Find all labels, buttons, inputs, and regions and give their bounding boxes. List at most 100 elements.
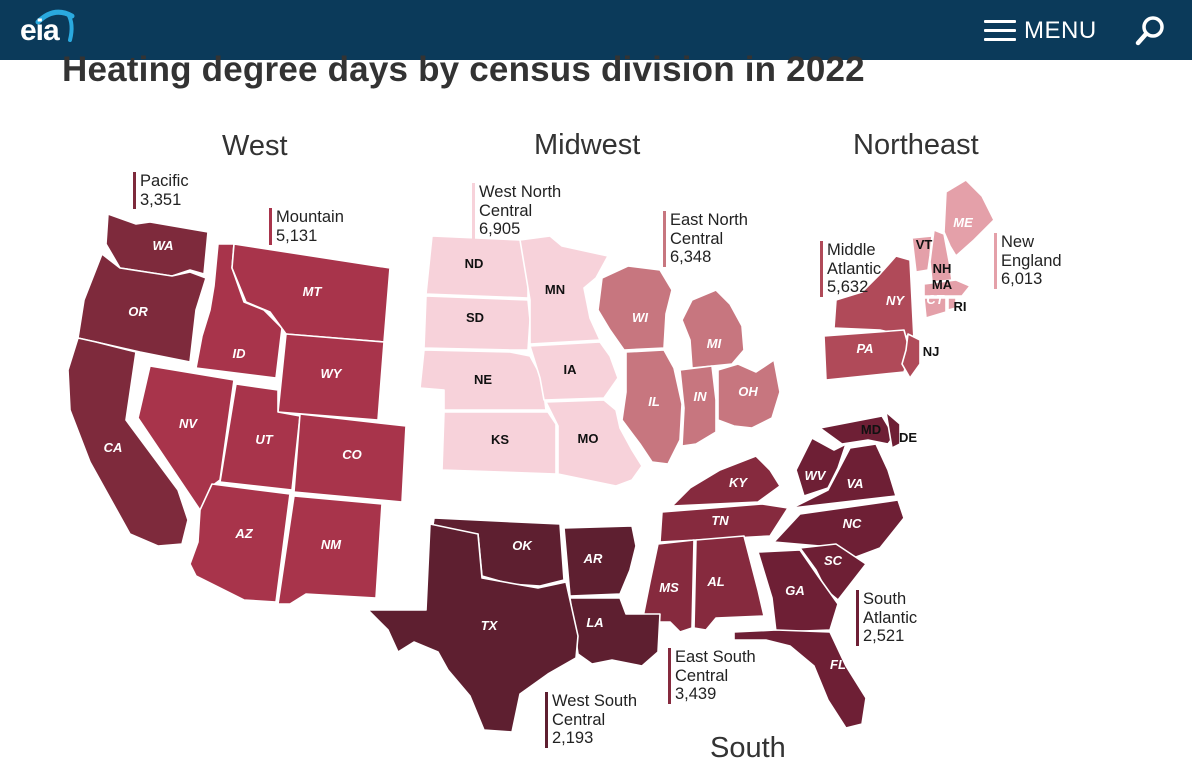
division-value: 2,521: [863, 627, 905, 645]
state-AR[interactable]: [563, 525, 637, 597]
division-name-line-1: South: [863, 590, 907, 608]
state-label-or: OR: [128, 304, 148, 319]
state-label-wv: WV: [805, 468, 827, 483]
division-value: 3,351: [140, 190, 182, 209]
state-NY[interactable]: [833, 255, 915, 341]
state-label-id: ID: [233, 346, 247, 361]
state-IN[interactable]: [679, 365, 717, 447]
eia-logo[interactable]: eia: [18, 4, 78, 48]
state-NM[interactable]: [277, 495, 383, 605]
state-RI[interactable]: [947, 297, 957, 311]
state-DE[interactable]: [885, 411, 901, 449]
state-label-ky: KY: [729, 475, 748, 490]
state-CO[interactable]: [293, 413, 407, 503]
division-name-line-2: Central: [670, 229, 724, 248]
division-east-north-central: East North Central 6,348: [663, 211, 748, 267]
division-value: 2,193: [552, 729, 594, 747]
division-color-bar: [545, 692, 548, 748]
state-MT[interactable]: [231, 243, 391, 343]
state-MN[interactable]: [519, 235, 609, 345]
division-color-bar: [994, 233, 997, 289]
division-color-bar: [133, 172, 136, 209]
state-AL[interactable]: [693, 535, 765, 631]
division-mountain: Mountain 5,131: [269, 208, 344, 245]
state-TN[interactable]: [659, 503, 789, 543]
state-VA[interactable]: [791, 443, 897, 509]
state-MA[interactable]: [923, 279, 971, 297]
state-label-mn: MN: [545, 282, 565, 297]
state-TX[interactable]: [367, 523, 579, 733]
state-WV[interactable]: [795, 437, 847, 497]
division-name-line-2: Atlantic: [827, 259, 882, 278]
division-name: Mountain: [276, 208, 344, 226]
division-name-line-2: Central: [552, 710, 606, 729]
state-label-ks: KS: [491, 432, 509, 447]
state-OH[interactable]: [717, 359, 781, 429]
state-WI[interactable]: [597, 265, 673, 351]
search-button[interactable]: [1134, 14, 1168, 48]
state-WY[interactable]: [277, 333, 385, 421]
division-name-line-2: Central: [479, 201, 533, 220]
state-KY[interactable]: [671, 455, 781, 507]
state-NJ[interactable]: [901, 333, 921, 379]
state-label-ut: UT: [255, 432, 273, 447]
state-label-mt: MT: [303, 284, 323, 299]
state-MI[interactable]: [681, 289, 745, 369]
division-name-line-1: West North: [479, 183, 562, 201]
division-west-south-central: West South Central 2,193: [545, 692, 637, 748]
division-value: 6,013: [1001, 270, 1043, 288]
state-LA[interactable]: [569, 597, 661, 667]
division-color-bar: [856, 590, 859, 646]
state-label-nc: NC: [843, 516, 862, 531]
state-label-ia: IA: [564, 362, 578, 377]
division-name-line-2: Atlantic: [863, 608, 918, 627]
state-SC[interactable]: [799, 543, 867, 601]
state-label-nh: NH: [933, 261, 952, 276]
state-WA[interactable]: [105, 213, 209, 277]
state-ME[interactable]: [943, 179, 995, 257]
state-label-nv: NV: [179, 416, 198, 431]
state-AZ[interactable]: [189, 483, 291, 603]
state-VT[interactable]: [911, 235, 933, 273]
state-GA[interactable]: [757, 549, 839, 633]
state-FL[interactable]: [733, 629, 867, 729]
state-label-al: AL: [706, 574, 724, 589]
state-MS[interactable]: [641, 539, 695, 633]
state-label-ca: CA: [104, 440, 123, 455]
division-color-bar: [269, 208, 272, 245]
state-label-ok: OK: [512, 538, 533, 553]
division-value: 6,905: [479, 220, 521, 238]
state-label-ar: AR: [583, 551, 603, 566]
division-value: 5,632: [827, 278, 869, 296]
state-label-md: MD: [861, 422, 881, 437]
division-pacific: Pacific 3,351: [133, 172, 189, 209]
region-title-south: South: [710, 732, 786, 764]
division-name-line-1: Middle: [827, 241, 876, 259]
hamburger-icon: [984, 20, 1016, 42]
state-OR[interactable]: [77, 253, 207, 363]
state-NE[interactable]: [419, 349, 547, 411]
state-label-tx: TX: [481, 618, 499, 633]
state-KS[interactable]: [441, 411, 557, 475]
state-label-sc: SC: [824, 553, 843, 568]
state-SD[interactable]: [423, 295, 531, 351]
state-label-ri: RI: [954, 299, 967, 314]
division-name-line-1: New: [1001, 233, 1035, 251]
menu-button[interactable]: MENU: [984, 14, 1097, 48]
division-name-line-1: East South: [675, 648, 756, 666]
state-label-pa: PA: [856, 341, 873, 356]
division-name-line-1: East North: [670, 211, 748, 229]
state-label-wi: WI: [632, 310, 648, 325]
state-MD[interactable]: [819, 415, 895, 445]
state-IL[interactable]: [621, 349, 683, 465]
state-IA[interactable]: [529, 341, 619, 401]
state-label-tn: TN: [711, 513, 729, 528]
division-west-north-central: West North Central 6,905: [472, 183, 561, 239]
state-CA[interactable]: [67, 337, 189, 547]
state-label-in: IN: [694, 389, 708, 404]
state-label-nm: NM: [321, 537, 342, 552]
menu-label: MENU: [1024, 17, 1097, 44]
state-CT[interactable]: [923, 297, 947, 319]
state-MO[interactable]: [545, 399, 643, 487]
